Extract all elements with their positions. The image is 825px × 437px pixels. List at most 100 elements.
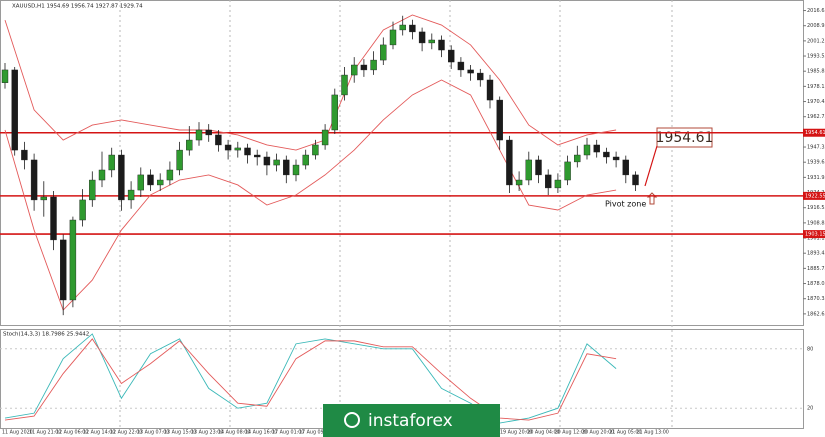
y-tick-label: 1970.45 — [807, 99, 825, 105]
y-tick-label: 2016.65 — [807, 8, 825, 14]
candle-body — [215, 134, 222, 146]
candle-body — [292, 164, 300, 176]
candle-body — [457, 61, 465, 71]
band-line — [4, 14, 617, 151]
candle-body — [525, 159, 532, 181]
candle-body — [603, 151, 610, 158]
y-tick-label: 1978.15 — [807, 84, 825, 90]
candle-body — [409, 24, 416, 33]
y-tick-label: 20 — [807, 406, 813, 412]
watermark-logo — [344, 412, 360, 428]
y-tick-label: 80 — [807, 346, 813, 352]
y-tick-label: 1993.55 — [807, 54, 825, 60]
y-tick-label: 1901.15 — [807, 236, 825, 242]
stoch-line — [4, 333, 617, 424]
level-tag-label: 1954.61 — [805, 130, 825, 136]
callout-pointer — [644, 145, 658, 187]
candle-body — [467, 69, 474, 74]
pivot-zone-label: Pivot zone — [605, 200, 646, 209]
candle-body — [79, 199, 86, 221]
candle-body — [108, 154, 115, 171]
y-tick-label: 1962.75 — [807, 114, 825, 120]
x-tick-label: 20 Aug 04:00 — [527, 430, 559, 436]
candle-body — [98, 169, 106, 181]
candle-body — [147, 174, 154, 186]
candle-body — [224, 144, 232, 151]
candle-body — [360, 64, 368, 71]
candle-body — [127, 189, 135, 201]
vertical-grid — [119, 0, 673, 428]
candle-body — [253, 154, 261, 158]
candle-body — [156, 179, 164, 186]
candle-body — [632, 174, 639, 186]
candle-body — [622, 159, 629, 176]
candle-body — [545, 174, 552, 189]
watermark-bg — [323, 404, 500, 437]
x-tick-label: 12 Aug 06:00 — [56, 430, 88, 436]
candle-body — [448, 49, 455, 63]
y-tick-label: 1893.45 — [807, 251, 825, 257]
stoch-title: Stoch(14,3,3) 18.7986 25.9442 — [3, 332, 89, 338]
x-tick-label: 14 Aug 08:00 — [218, 430, 250, 436]
candle-body — [515, 179, 523, 186]
candle-body — [11, 69, 18, 151]
candle-body — [574, 154, 581, 163]
candle-body — [205, 129, 212, 136]
band-line — [4, 79, 617, 311]
level-tag — [803, 128, 825, 137]
x-tick-label: 19 Aug 20:00 — [500, 430, 532, 436]
x-tick-label: 11 Aug 21:00 — [29, 430, 61, 436]
y-tick-label: 1885.75 — [807, 266, 825, 272]
candle-body — [1, 69, 9, 83]
y-tick-label: 1870.35 — [807, 296, 825, 302]
candle-body — [89, 179, 96, 201]
candle-body — [69, 219, 77, 301]
level-tag — [803, 191, 825, 200]
x-tick-label: 13 Aug 15:00 — [164, 430, 196, 436]
candle-body — [418, 31, 426, 44]
y-tick-label: 1916.55 — [807, 205, 825, 211]
y-tick-label: 1931.95 — [807, 175, 825, 181]
candle-body — [302, 154, 309, 166]
y-tick-label: 2008.95 — [807, 23, 825, 29]
candle-body — [380, 44, 387, 61]
watermark: instaforex — [368, 411, 453, 431]
candle-body — [477, 72, 484, 81]
candle-body — [399, 24, 406, 31]
symbol-header: XAUUSD,H1 1954.69 1956.74 1927.87 1929.7… — [12, 4, 143, 10]
y-tick-label: 1939.65 — [807, 160, 825, 166]
candle-body — [583, 144, 591, 156]
x-tick-label: 12 Aug 14:00 — [83, 430, 115, 436]
x-tick-label: 17 Aug 01:00 — [272, 430, 304, 436]
candle-body — [234, 147, 242, 151]
x-tick-label: 20 Aug 20:00 — [582, 430, 614, 436]
y-tick-label: 1947.35 — [807, 145, 825, 151]
candle-body — [21, 149, 28, 161]
candle-body — [30, 159, 38, 201]
candle-body — [506, 139, 513, 186]
x-tick-label: 13 Aug 23:00 — [191, 430, 223, 436]
x-tick-label: 12 Aug 22:00 — [110, 430, 142, 436]
y-tick-label: 1862.65 — [807, 311, 825, 317]
y-tick-label: 2001.25 — [807, 38, 825, 44]
candle-body — [554, 179, 562, 189]
x-tick-label: 11 Aug 2020 — [2, 430, 33, 436]
candle-body — [273, 159, 280, 166]
watermark-group: instaforex — [323, 404, 500, 437]
candle-body — [331, 94, 338, 131]
level-tag — [803, 230, 825, 239]
candle-body — [612, 156, 620, 161]
candle-body — [40, 196, 47, 201]
candle-body — [428, 39, 435, 44]
candle-body — [370, 59, 377, 71]
candle-body — [50, 196, 57, 241]
candle-body — [321, 129, 329, 146]
x-tick-label: 14 Aug 16:00 — [245, 430, 277, 436]
candle-body — [593, 144, 600, 153]
x-tick-label: 17 Aug 09:00 — [299, 430, 331, 436]
candle-body — [341, 74, 348, 96]
y-tick-label: 1878.05 — [807, 281, 825, 287]
y-tick-label: 1908.85 — [807, 220, 825, 226]
candle-body — [486, 79, 494, 101]
candle-body — [535, 159, 542, 176]
